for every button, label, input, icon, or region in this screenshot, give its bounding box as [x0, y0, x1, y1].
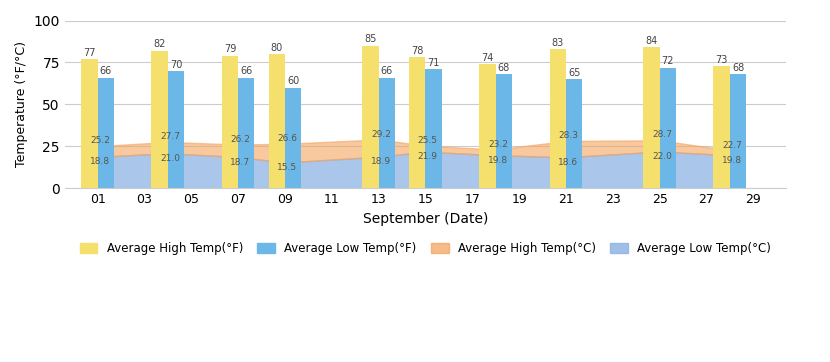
Text: 65: 65	[568, 68, 580, 78]
Text: 66: 66	[100, 66, 112, 76]
Text: 26.6: 26.6	[277, 134, 297, 143]
Bar	[98, 77, 114, 189]
Bar	[660, 68, 676, 189]
Text: 23.2: 23.2	[488, 140, 508, 149]
Legend: Average High Temp(°F), Average Low Temp(°F), Average High Temp(°C), Average Low : Average High Temp(°F), Average Low Temp(…	[75, 237, 776, 260]
Text: 82: 82	[154, 39, 166, 49]
Bar	[549, 49, 566, 189]
Text: 80: 80	[271, 43, 283, 53]
Text: 68: 68	[732, 63, 745, 73]
Text: 77: 77	[83, 48, 95, 58]
Text: 25.2: 25.2	[90, 136, 110, 145]
Text: 18.7: 18.7	[231, 157, 251, 167]
Text: 28.3: 28.3	[559, 131, 579, 140]
Y-axis label: Temperature (°F/°C): Temperature (°F/°C)	[15, 42, 28, 168]
Text: 79: 79	[224, 45, 236, 54]
Bar	[479, 64, 496, 189]
Text: 19.8: 19.8	[488, 156, 508, 165]
Text: 78: 78	[411, 46, 423, 56]
Bar	[238, 77, 255, 189]
Bar	[151, 51, 168, 189]
Text: 28.7: 28.7	[652, 130, 672, 139]
Bar	[409, 58, 426, 189]
Text: 70: 70	[170, 60, 183, 70]
Bar	[378, 77, 395, 189]
Text: 72: 72	[662, 56, 674, 66]
Text: 18.8: 18.8	[90, 157, 110, 167]
Text: 74: 74	[481, 53, 494, 63]
Text: 22.0: 22.0	[652, 152, 672, 161]
Text: 18.6: 18.6	[559, 158, 579, 167]
Text: 85: 85	[364, 34, 377, 45]
Bar	[362, 46, 378, 189]
Text: 21.9: 21.9	[417, 152, 437, 161]
Text: 21.0: 21.0	[160, 154, 180, 163]
Text: 18.9: 18.9	[371, 157, 391, 166]
Text: 15.5: 15.5	[277, 163, 297, 172]
Text: 73: 73	[715, 55, 728, 64]
Text: 26.2: 26.2	[231, 135, 251, 144]
Bar	[269, 54, 285, 189]
Bar	[566, 79, 583, 189]
Bar	[643, 47, 660, 189]
Text: 27.7: 27.7	[160, 132, 180, 141]
Text: 84: 84	[645, 36, 657, 46]
Bar	[81, 59, 98, 189]
Bar	[714, 66, 730, 189]
Bar	[222, 56, 238, 189]
Bar	[730, 74, 746, 189]
Text: 66: 66	[381, 66, 393, 76]
Text: 29.2: 29.2	[371, 130, 391, 139]
Text: 25.5: 25.5	[417, 136, 437, 145]
Bar	[426, 69, 442, 189]
Text: 60: 60	[287, 76, 300, 87]
Bar	[496, 74, 512, 189]
Bar	[168, 71, 184, 189]
Text: 83: 83	[552, 38, 564, 48]
X-axis label: September (Date): September (Date)	[363, 212, 488, 226]
Bar	[285, 88, 301, 189]
Text: 66: 66	[240, 66, 252, 76]
Text: 68: 68	[498, 63, 510, 73]
Text: 22.7: 22.7	[722, 140, 742, 150]
Text: 19.8: 19.8	[722, 156, 742, 165]
Text: 71: 71	[427, 58, 440, 68]
